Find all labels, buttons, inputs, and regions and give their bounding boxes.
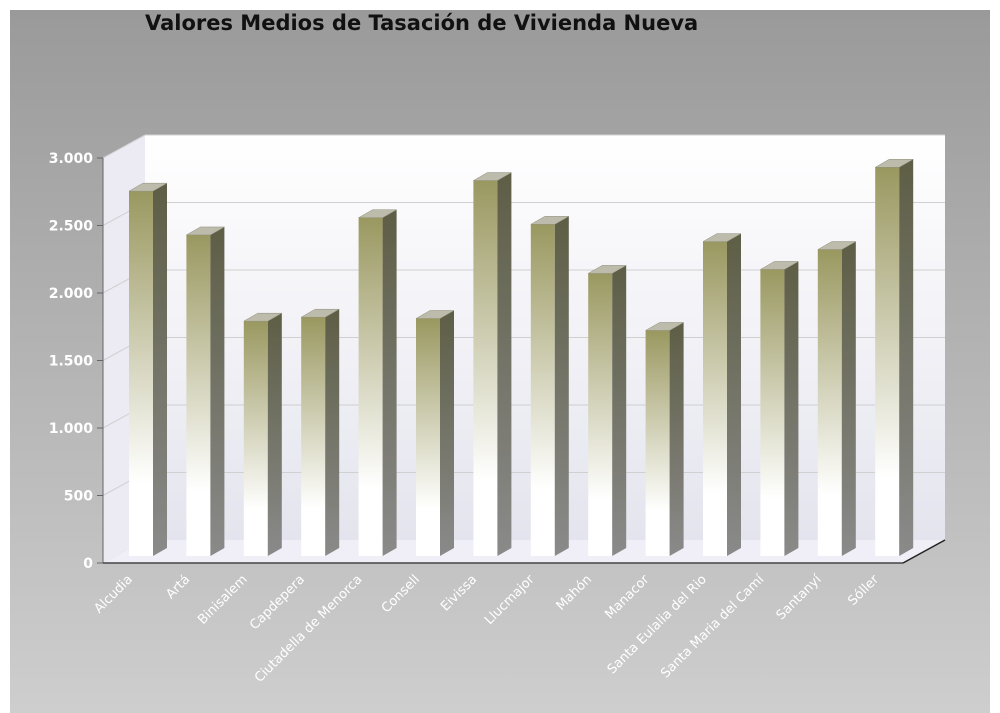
- bar-side: [382, 209, 397, 556]
- bar-front: [186, 234, 211, 557]
- bar: [300, 308, 341, 556]
- bar-side: [899, 159, 914, 556]
- bar-side: [727, 233, 741, 556]
- y-axis-ticks: 0 500 1.000 1.500 2.000 2.500 3.000: [49, 151, 103, 572]
- bar-top: [472, 172, 513, 181]
- bar-front: [760, 269, 785, 556]
- bar: [874, 159, 915, 556]
- bar-top: [529, 216, 570, 225]
- bar: [702, 233, 742, 556]
- y-tick-label: 2.000: [49, 286, 94, 302]
- bar: [415, 310, 455, 556]
- bar-side: [497, 172, 512, 556]
- bar-front: [243, 321, 268, 556]
- bar-front: [358, 217, 383, 556]
- bar-top: [644, 322, 685, 331]
- bar-front: [703, 241, 727, 556]
- y-tick-label: 2.500: [49, 219, 94, 235]
- bar-top: [415, 310, 455, 319]
- y-tick-label: 500: [64, 489, 93, 505]
- bar-top: [185, 226, 226, 236]
- bar: [644, 322, 685, 556]
- gridline-side: [102, 134, 146, 159]
- bar: [242, 312, 283, 556]
- bar-top: [300, 308, 341, 318]
- bar-front: [416, 318, 440, 556]
- bar: [529, 216, 570, 557]
- bar-side: [210, 226, 225, 557]
- bar-front: [530, 224, 555, 557]
- bar-front: [473, 180, 498, 556]
- bar-front: [645, 330, 670, 556]
- y-tick-label: 1.500: [49, 354, 94, 370]
- chart-title: Valores Medios de Tasación de Vivienda N…: [145, 11, 698, 35]
- y-tick-label: 1.000: [49, 421, 94, 437]
- bars: [128, 159, 915, 557]
- bar-top: [587, 265, 628, 274]
- bar: [816, 241, 857, 557]
- bar-top: [128, 182, 168, 192]
- bar-side: [612, 265, 627, 556]
- bar-top: [702, 233, 742, 242]
- bar-front: [817, 249, 842, 557]
- bar-side: [267, 313, 282, 556]
- bar: [472, 172, 513, 556]
- bar-side: [153, 183, 167, 556]
- bar-top: [759, 261, 800, 270]
- bar: [185, 226, 226, 557]
- bar-front: [588, 273, 613, 556]
- bar-front: [301, 317, 326, 556]
- bar: [759, 261, 800, 556]
- bar-side: [841, 241, 856, 557]
- bar-top: [816, 241, 857, 250]
- x-axis-depth-line: [902, 539, 946, 564]
- y-tick-label: 3.000: [49, 151, 94, 167]
- bar-side: [325, 309, 340, 556]
- bar-front: [129, 191, 153, 556]
- bar-top: [874, 159, 915, 168]
- bar: [357, 209, 398, 556]
- bar-top: [242, 312, 283, 322]
- bar-side: [554, 216, 569, 557]
- y-tick-label: 0: [83, 556, 93, 572]
- bar-side: [784, 261, 799, 556]
- bar-front: [875, 167, 900, 556]
- bar-side: [440, 310, 454, 556]
- bar: [128, 182, 168, 556]
- bar: [587, 265, 628, 556]
- bar-top: [357, 209, 398, 218]
- bar-side: [669, 322, 684, 556]
